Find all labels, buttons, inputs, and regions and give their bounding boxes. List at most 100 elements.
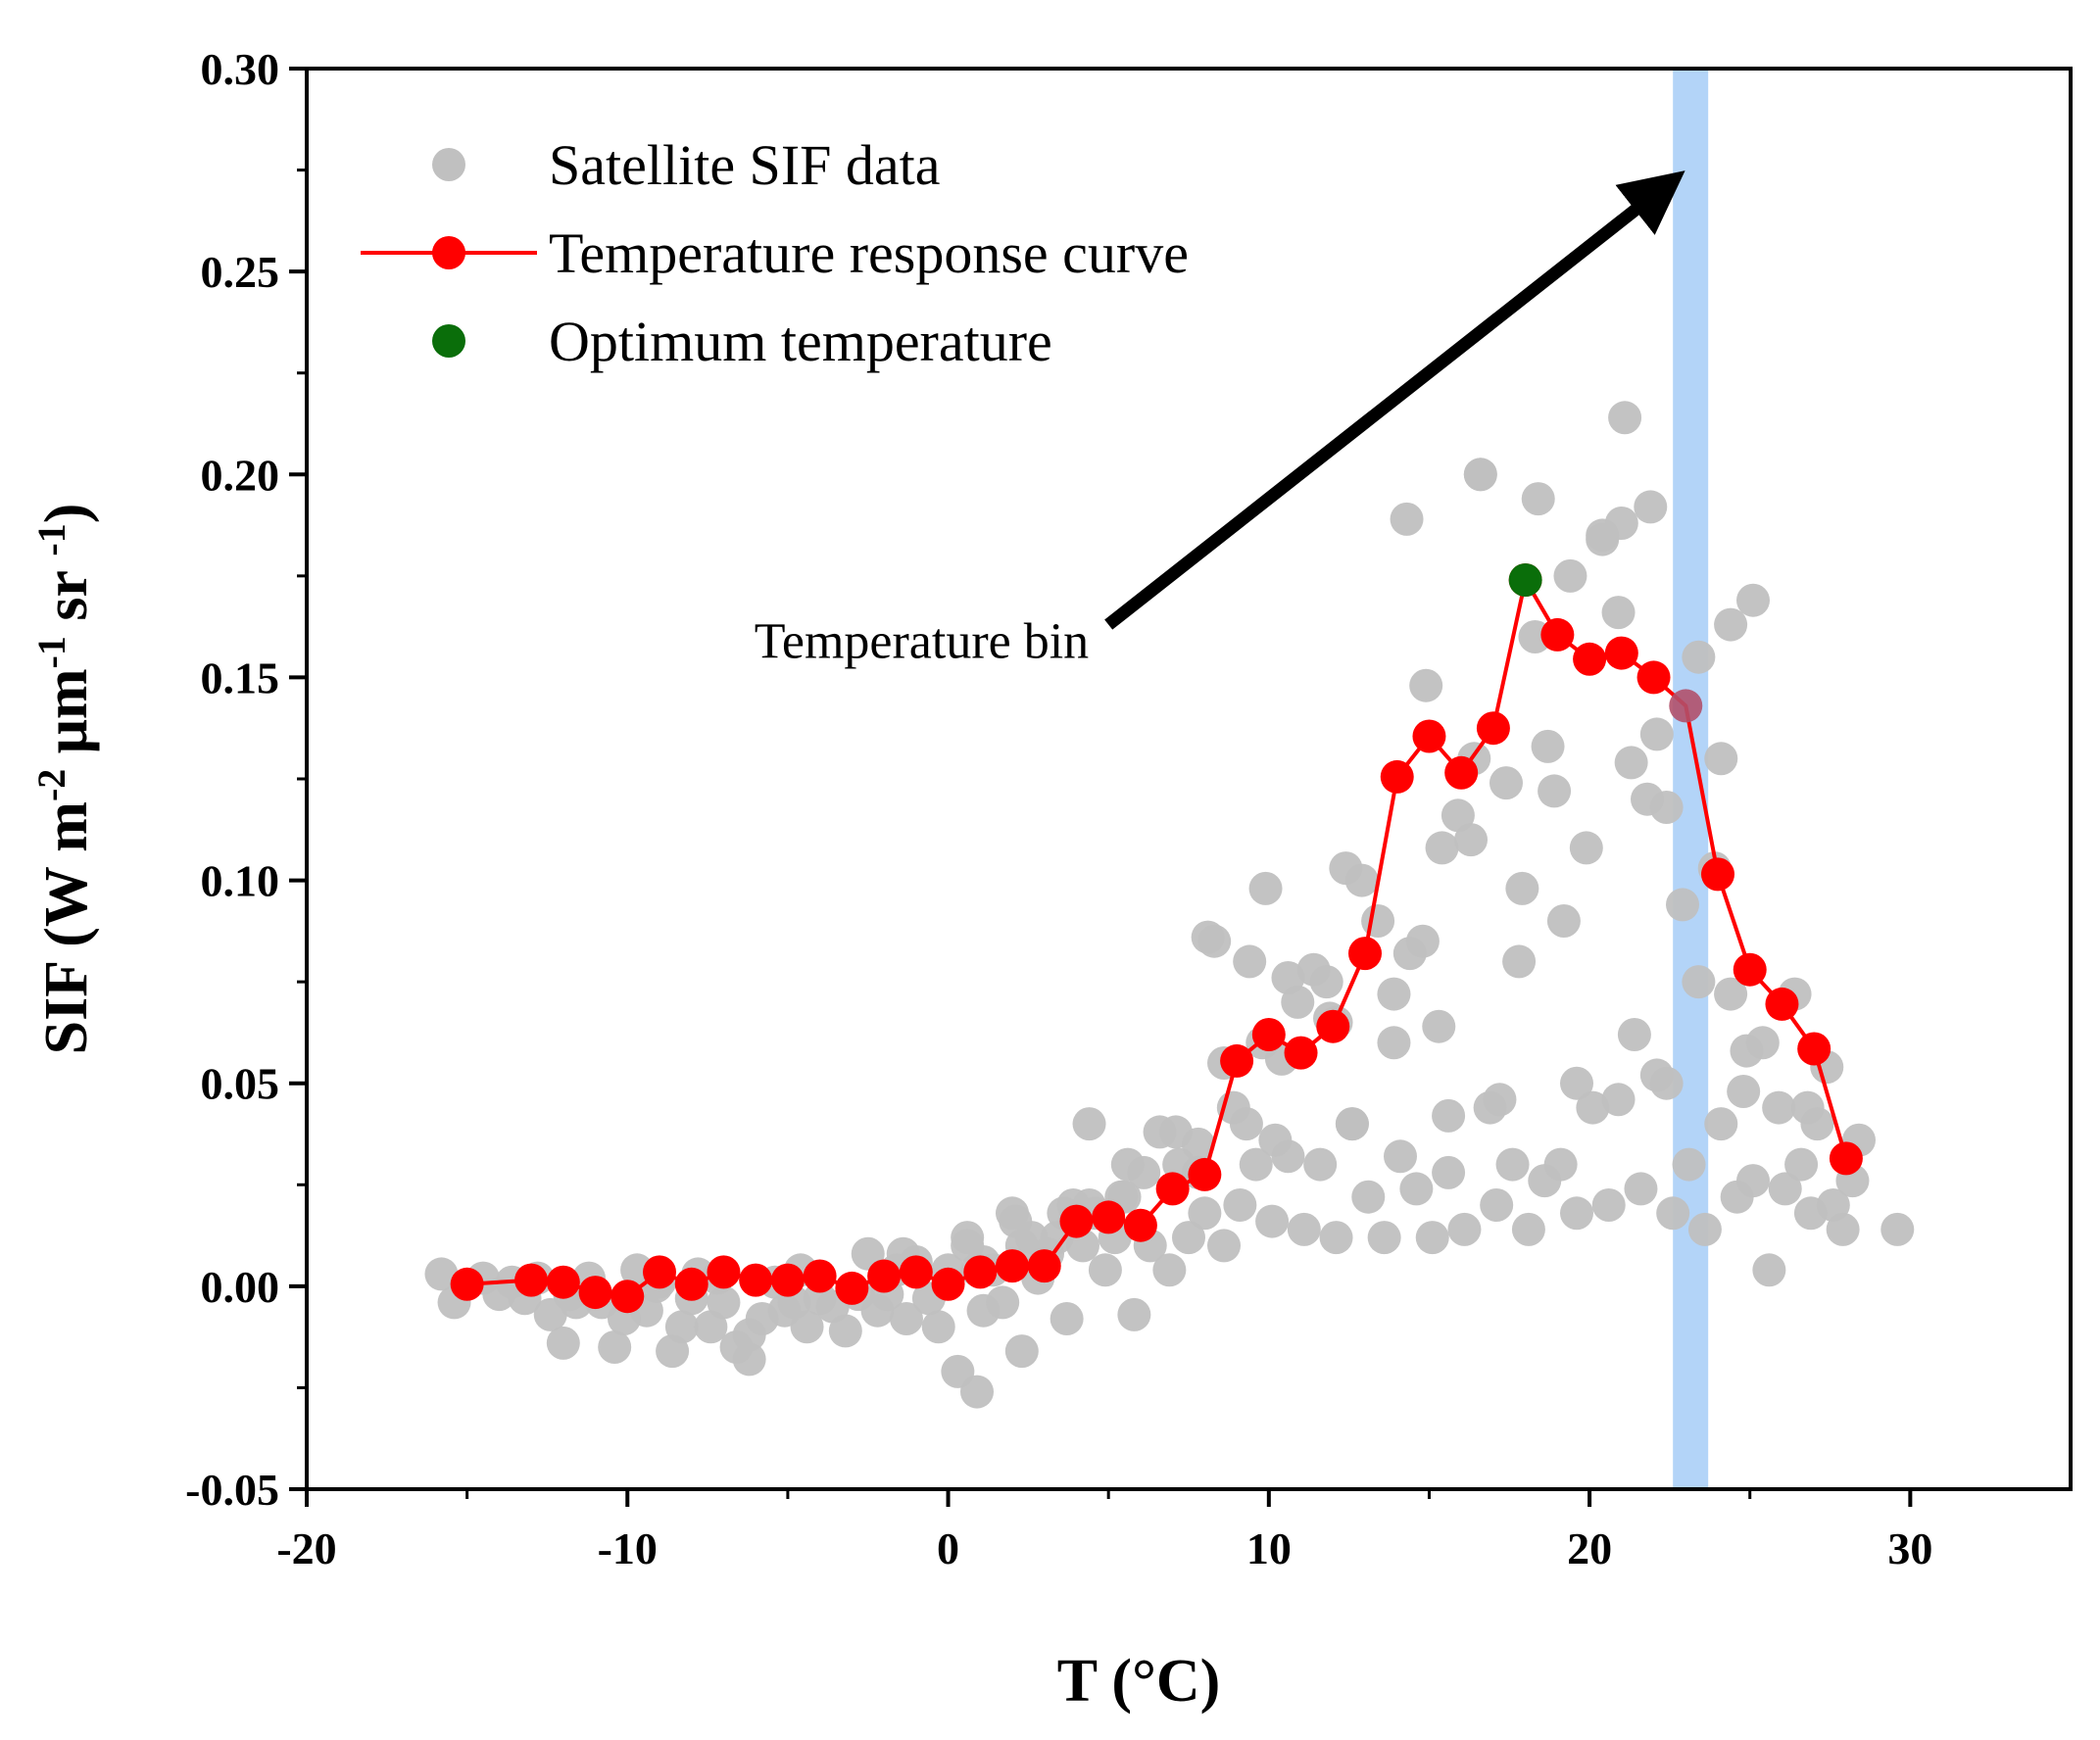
- y-tick-label: 0.20: [201, 450, 280, 500]
- satellite-point: [1377, 977, 1411, 1011]
- y-tick-label: 0.00: [201, 1262, 280, 1312]
- y-axis-title: SIF (W m-2 μm-1 sr -1): [29, 504, 101, 1055]
- annotation-layer: Temperature bin: [755, 170, 1685, 670]
- temperature-bin-band-layer: [1673, 69, 1709, 1489]
- satellite-point: [890, 1302, 923, 1335]
- satellite-point: [986, 1285, 1020, 1320]
- satellite-point: [1586, 522, 1620, 556]
- response-curve-point: [674, 1267, 708, 1301]
- satellite-point: [1255, 1204, 1290, 1238]
- satellite-point: [960, 1375, 994, 1409]
- satellite-point: [1546, 904, 1581, 938]
- response-curve-point: [1669, 689, 1703, 723]
- satellite-point: [1656, 1196, 1690, 1231]
- satellite-point: [1172, 1221, 1205, 1255]
- response-curve-point: [739, 1263, 773, 1297]
- satellite-point: [1601, 1083, 1636, 1117]
- satellite-point: [1239, 1147, 1273, 1182]
- satellite-point: [1639, 717, 1674, 751]
- y-tick-label: 0.25: [201, 247, 280, 297]
- satellite-point: [1233, 944, 1267, 979]
- temperature-bin-label: Temperature bin: [755, 614, 1089, 670]
- response-curve-point: [1284, 1036, 1318, 1070]
- satellite-point: [1287, 1212, 1321, 1246]
- y-tick-label: 0.15: [201, 652, 280, 702]
- satellite-point: [1309, 965, 1343, 999]
- response-curve-point: [867, 1259, 902, 1293]
- satellite-point: [1762, 1090, 1796, 1125]
- satellite-point: [1614, 746, 1648, 780]
- satellite-point: [1752, 1253, 1786, 1287]
- satellite-point: [921, 1310, 955, 1344]
- satellite-point: [1569, 831, 1603, 865]
- response-curve-layer: [450, 563, 1863, 1314]
- response-curve-point: [931, 1267, 965, 1301]
- satellite-point: [1425, 831, 1459, 865]
- response-curve-point: [1348, 937, 1382, 971]
- satellite-point: [1229, 1107, 1263, 1141]
- satellite-point: [1004, 1334, 1039, 1369]
- response-curve-point: [514, 1263, 549, 1297]
- response-curve-point: [1765, 987, 1799, 1021]
- y-axis-title-sup1: -2: [29, 769, 73, 801]
- response-curve-point: [770, 1263, 805, 1297]
- satellite-point: [1591, 1188, 1626, 1222]
- legend-satellite-label: Satellite SIF data: [549, 133, 941, 197]
- response-curve-point: [835, 1271, 869, 1305]
- x-tick-label: 0: [937, 1523, 959, 1573]
- response-curve-point: [546, 1265, 580, 1299]
- response-curve-point: [1701, 857, 1734, 892]
- satellite-point: [1447, 1212, 1482, 1246]
- response-curve-point: [1380, 759, 1414, 794]
- response-curve-point: [707, 1255, 741, 1289]
- satellite-point: [1543, 1147, 1578, 1182]
- satellite-point: [1384, 1139, 1417, 1174]
- satellite-point: [1736, 1164, 1770, 1198]
- x-tick-label: -10: [598, 1523, 658, 1573]
- satellite-point: [1495, 1147, 1530, 1182]
- satellite-point: [1601, 596, 1636, 630]
- satellite-point: [1223, 1188, 1257, 1222]
- legend-satellite-marker: [432, 148, 465, 181]
- satellite-point: [1608, 401, 1642, 435]
- y-axis-title-close: ): [33, 504, 100, 524]
- satellite-point: [1110, 1147, 1145, 1182]
- satellite-point: [1682, 640, 1716, 674]
- satellite-point: [1367, 1221, 1401, 1255]
- response-curve-point: [1636, 660, 1671, 695]
- y-tick-label: 0.30: [201, 44, 280, 94]
- satellite-point: [1390, 502, 1424, 536]
- satellite-point: [732, 1318, 766, 1352]
- satellite-point: [1344, 863, 1379, 897]
- satellite-point: [1351, 1180, 1386, 1214]
- response-curve-point: [1059, 1204, 1094, 1238]
- satellite-point: [1463, 458, 1497, 492]
- satellite-point: [1511, 1212, 1545, 1246]
- satellite-point: [732, 1342, 766, 1377]
- response-curve-point: [643, 1255, 676, 1289]
- x-tick-label: -20: [276, 1523, 336, 1573]
- response-curve-point: [1733, 952, 1767, 987]
- response-curve-point: [1220, 1043, 1254, 1078]
- satellite-point: [1624, 1172, 1658, 1206]
- response-curve-point: [578, 1276, 612, 1310]
- satellite-point: [790, 1310, 824, 1344]
- satellite-point: [598, 1330, 632, 1364]
- temperature-bin-band: [1673, 69, 1709, 1489]
- axis-ticks-layer: -20 -10 0 10 20 30 -0.05 0.00 0.05 0.10 0.15 0.20 0.…: [185, 44, 1932, 1573]
- legend: Satellite SIF data Temperature response c…: [361, 133, 1189, 373]
- satellite-point: [1188, 1196, 1222, 1231]
- satellite-point: [1560, 1066, 1593, 1100]
- response-curve-point: [1604, 636, 1638, 670]
- satellite-point: [1303, 1147, 1338, 1182]
- satellite-point: [1415, 1221, 1449, 1255]
- response-curve-point: [1188, 1157, 1222, 1191]
- x-tick-label: 20: [1567, 1523, 1612, 1573]
- satellite-point: [1191, 920, 1225, 954]
- satellite-point: [1152, 1253, 1187, 1287]
- y-axis-title-base: SIF (W m: [33, 801, 100, 1054]
- response-curve-point: [803, 1259, 837, 1293]
- satellite-point: [1377, 1026, 1411, 1060]
